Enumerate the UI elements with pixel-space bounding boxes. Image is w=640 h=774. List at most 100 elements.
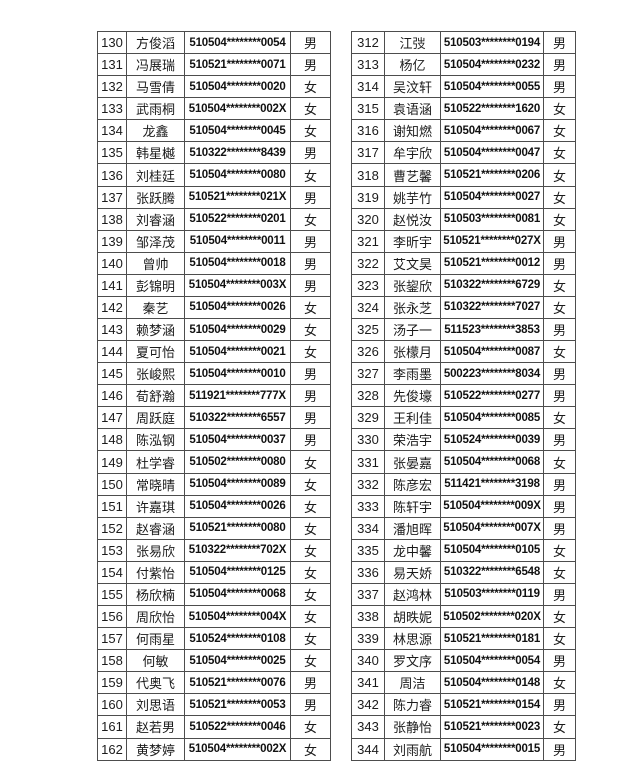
id-number-cell: 510521********0076 (184, 671, 291, 695)
id-number-cell: 510522********0201 (184, 207, 291, 231)
name-cell: 杜学睿 (126, 450, 185, 474)
name-cell: 牟宇欣 (384, 141, 441, 165)
row-number-cell: 154 (97, 560, 127, 584)
id-number-cell: 510504********004X (184, 605, 291, 629)
row-number-cell: 148 (97, 428, 127, 452)
table-row: 140 曾帅 510504********0018 男 (97, 251, 331, 275)
name-cell: 方俊滔 (126, 30, 185, 55)
table-row: 331 张晏嘉 510504********0068 女 (351, 450, 576, 474)
row-number-cell: 131 (97, 53, 127, 77)
name-cell: 荣浩宇 (384, 428, 441, 452)
id-number-cell: 511921********777X (184, 384, 291, 408)
gender-cell: 女 (290, 75, 331, 99)
gender-cell: 女 (543, 295, 576, 320)
id-number-cell: 510521********0053 (184, 693, 291, 717)
id-number-cell: 510322********6729 (440, 273, 544, 297)
gender-cell: 女 (543, 538, 576, 562)
table-row: 339 林思源 510521********0181 女 (351, 627, 576, 651)
row-number-cell: 140 (97, 251, 127, 275)
gender-cell: 女 (290, 494, 331, 518)
table-row: 146 荀舒瀚 511921********777X 男 (97, 384, 331, 408)
gender-cell: 女 (290, 627, 331, 651)
id-number-cell: 510504********0067 (440, 119, 544, 143)
row-number-cell: 313 (351, 53, 385, 77)
name-cell: 代奥飞 (126, 671, 185, 695)
row-number-cell: 146 (97, 384, 127, 408)
id-number-cell: 510504********0054 (184, 30, 291, 55)
gender-cell: 女 (290, 605, 331, 629)
name-cell: 汤子一 (384, 318, 441, 342)
name-cell: 李昕宇 (384, 229, 441, 253)
table-row: 316 谢知燃 510504********0067 女 (351, 119, 576, 143)
id-number-cell: 511523********3853 (440, 318, 544, 342)
id-number-cell: 510521********0206 (440, 163, 544, 187)
row-number-cell: 322 (351, 251, 385, 275)
gender-cell: 女 (543, 119, 576, 143)
name-cell: 赵睿涵 (126, 516, 185, 540)
row-number-cell: 331 (351, 450, 385, 474)
row-number-cell: 312 (351, 30, 385, 55)
name-cell: 罗文序 (384, 649, 441, 673)
id-number-cell: 510322********6548 (440, 560, 544, 584)
row-number-cell: 341 (351, 671, 385, 695)
gender-cell: 男 (290, 362, 331, 386)
name-cell: 张静怡 (384, 715, 441, 739)
table-row: 319 姚芋竹 510504********0027 女 (351, 185, 576, 209)
row-number-cell: 158 (97, 649, 127, 673)
table-row: 334 潘旭晖 510504********007X 男 (351, 516, 576, 540)
name-cell: 龙鑫 (126, 119, 185, 143)
gender-cell: 男 (543, 384, 576, 408)
row-number-cell: 132 (97, 75, 127, 99)
roster-table-left: 130 方俊滔 510504********0054 男 131 冯展瑞 510521***… (97, 30, 331, 761)
id-number-cell: 510504********0232 (440, 53, 544, 77)
row-number-cell: 340 (351, 649, 385, 673)
table-row: 135 韩星樾 510322********8439 男 (97, 141, 331, 165)
row-number-cell: 327 (351, 362, 385, 386)
table-row: 340 罗文序 510504********0054 男 (351, 649, 576, 673)
id-number-cell: 510504********007X (440, 516, 544, 540)
name-cell: 谢知燃 (384, 119, 441, 143)
gender-cell: 男 (290, 141, 331, 165)
table-row: 344 刘雨航 510504********0015 男 (351, 737, 576, 761)
gender-cell: 女 (543, 207, 576, 231)
id-number-cell: 510524********0108 (184, 627, 291, 651)
id-number-cell: 510503********0119 (440, 582, 544, 607)
name-cell: 张易欣 (126, 538, 185, 562)
gender-cell: 女 (290, 516, 331, 540)
name-cell: 龙中馨 (384, 538, 441, 562)
row-number-cell: 150 (97, 472, 127, 496)
table-row: 138 刘睿涵 510522********0201 女 (97, 207, 331, 231)
gender-cell: 男 (543, 318, 576, 342)
row-number-cell: 344 (351, 737, 385, 761)
id-number-cell: 510504********009X (440, 494, 544, 518)
id-number-cell: 510504********0025 (184, 649, 291, 673)
name-cell: 陈泓钢 (126, 428, 185, 452)
gender-cell: 男 (543, 53, 576, 77)
gender-cell: 女 (543, 141, 576, 165)
table-row: 329 王利佳 510504********0085 女 (351, 406, 576, 430)
table-row: 150 常晓晴 510504********0089 女 (97, 472, 331, 496)
gender-cell: 男 (290, 671, 331, 695)
gender-cell: 女 (290, 715, 331, 739)
table-row: 142 秦艺 510504********0026 女 (97, 295, 331, 320)
id-number-cell: 510504********0068 (440, 450, 544, 474)
gender-cell: 女 (290, 163, 331, 187)
gender-cell: 女 (543, 627, 576, 651)
table-row: 155 杨欣楠 510504********0068 女 (97, 582, 331, 607)
name-cell: 张跃腾 (126, 185, 185, 209)
id-number-cell: 510521********027X (440, 229, 544, 253)
table-row: 145 张峻熙 510504********0010 男 (97, 362, 331, 386)
gender-cell: 女 (543, 273, 576, 297)
name-cell: 张永芝 (384, 295, 441, 320)
table-row: 328 先俊壕 510522********0277 男 (351, 384, 576, 408)
gender-cell: 男 (543, 494, 576, 518)
row-number-cell: 318 (351, 163, 385, 187)
id-number-cell: 510503********0194 (440, 30, 544, 55)
name-cell: 张鋆欣 (384, 273, 441, 297)
id-number-cell: 510524********0039 (440, 428, 544, 452)
table-row: 342 陈力睿 510521********0154 男 (351, 693, 576, 717)
name-cell: 先俊壕 (384, 384, 441, 408)
row-number-cell: 339 (351, 627, 385, 651)
table-row: 337 赵鸿林 510503********0119 男 (351, 582, 576, 607)
row-number-cell: 334 (351, 516, 385, 540)
